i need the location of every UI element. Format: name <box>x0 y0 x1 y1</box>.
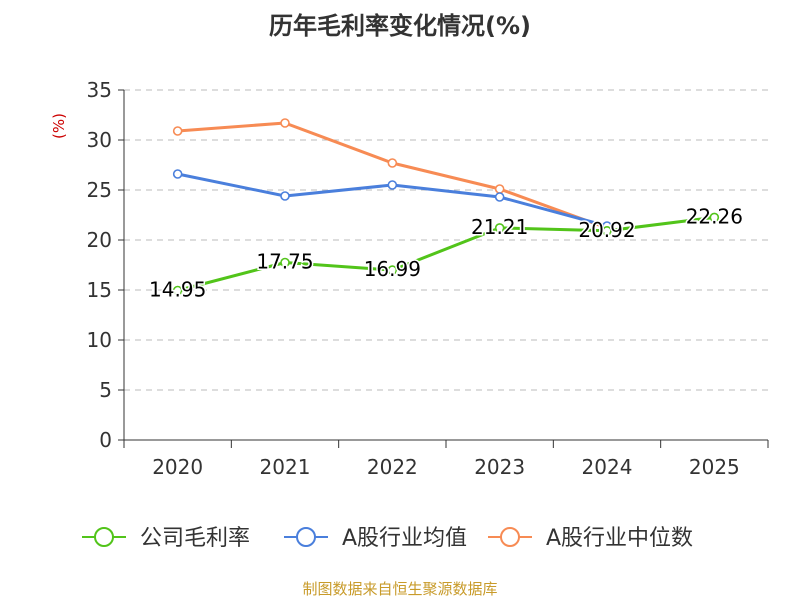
x-tick-label-2024: 2024 <box>582 455 633 479</box>
data-label-2022: 16.99 <box>364 257 421 281</box>
x-tick-label-2021: 2021 <box>260 455 311 479</box>
data-label-2020: 14.95 <box>149 278 206 302</box>
legend-label-2: A股行业中位数 <box>546 526 693 551</box>
series-lines <box>172 118 720 296</box>
y-axis-label: (%) <box>50 113 68 139</box>
series-0-point-2025[interactable] <box>709 212 720 223</box>
series-2-point-2021[interactable] <box>280 118 290 128</box>
y-tick-label-10: 10 <box>87 328 112 352</box>
series-2-point-2020[interactable] <box>172 126 183 136</box>
y-tick-label-15: 15 <box>87 278 112 302</box>
y-tick-label-0: 0 <box>99 428 112 452</box>
legend-item-1[interactable]: A股行业均值 <box>284 526 467 551</box>
y-tick-label-35: 35 <box>87 78 112 102</box>
x-tick-label-2023: 2023 <box>474 455 525 479</box>
legend-item-0[interactable]: 公司毛利率 <box>82 526 250 551</box>
legend-marker-1 <box>296 527 316 547</box>
series-line-2 <box>177 121 608 230</box>
series-1-point-2023[interactable] <box>494 192 505 202</box>
series-0-point-2020[interactable] <box>172 285 183 296</box>
series-0-point-2022[interactable] <box>387 265 398 275</box>
series-1-point-2020[interactable] <box>172 169 183 179</box>
data-labels: 14.95 17.75 16.99 21.21 20.92 22.26 <box>148 203 745 303</box>
legend-label-1: A股行业均值 <box>342 526 467 551</box>
series-2-point-2022[interactable] <box>387 158 398 168</box>
series-line-0 <box>177 215 715 292</box>
data-label-2021: 17.75 <box>256 250 313 274</box>
x-tick-label-2025: 2025 <box>689 455 740 479</box>
series-0-point-2023[interactable] <box>494 223 505 233</box>
source-note: 制图数据来自恒生聚源数据库 <box>302 580 497 598</box>
y-tick-label-20: 20 <box>87 228 112 252</box>
series-0-point-2021[interactable] <box>280 257 290 268</box>
data-label-2025: 22.26 <box>686 204 743 228</box>
legend-label-0: 公司毛利率 <box>140 526 250 551</box>
x-tick-label-2022: 2022 <box>367 455 418 479</box>
legend-marker-2 <box>500 527 520 547</box>
series-1-point-2021[interactable] <box>280 191 290 201</box>
chart-title: 历年毛利率变化情况(%) <box>269 12 531 40</box>
y-tick-label-5: 5 <box>99 378 112 402</box>
x-tick-label-2020: 2020 <box>152 455 203 479</box>
data-label-2024: 20.92 <box>578 218 635 242</box>
series-1-point-2022[interactable] <box>387 180 398 190</box>
grid-lines <box>124 89 768 391</box>
legend[interactable]: 公司毛利率 A股行业均值 A股行业中位数 <box>82 526 693 551</box>
data-label-2023: 21.21 <box>471 215 528 239</box>
legend-marker-0 <box>94 527 114 547</box>
y-tick-label-30: 30 <box>87 128 112 152</box>
legend-item-2[interactable]: A股行业中位数 <box>488 526 693 551</box>
series-0-point-2024[interactable] <box>602 226 612 236</box>
series-2-point-2023[interactable] <box>494 184 505 194</box>
y-tick-label-25: 25 <box>87 178 112 202</box>
